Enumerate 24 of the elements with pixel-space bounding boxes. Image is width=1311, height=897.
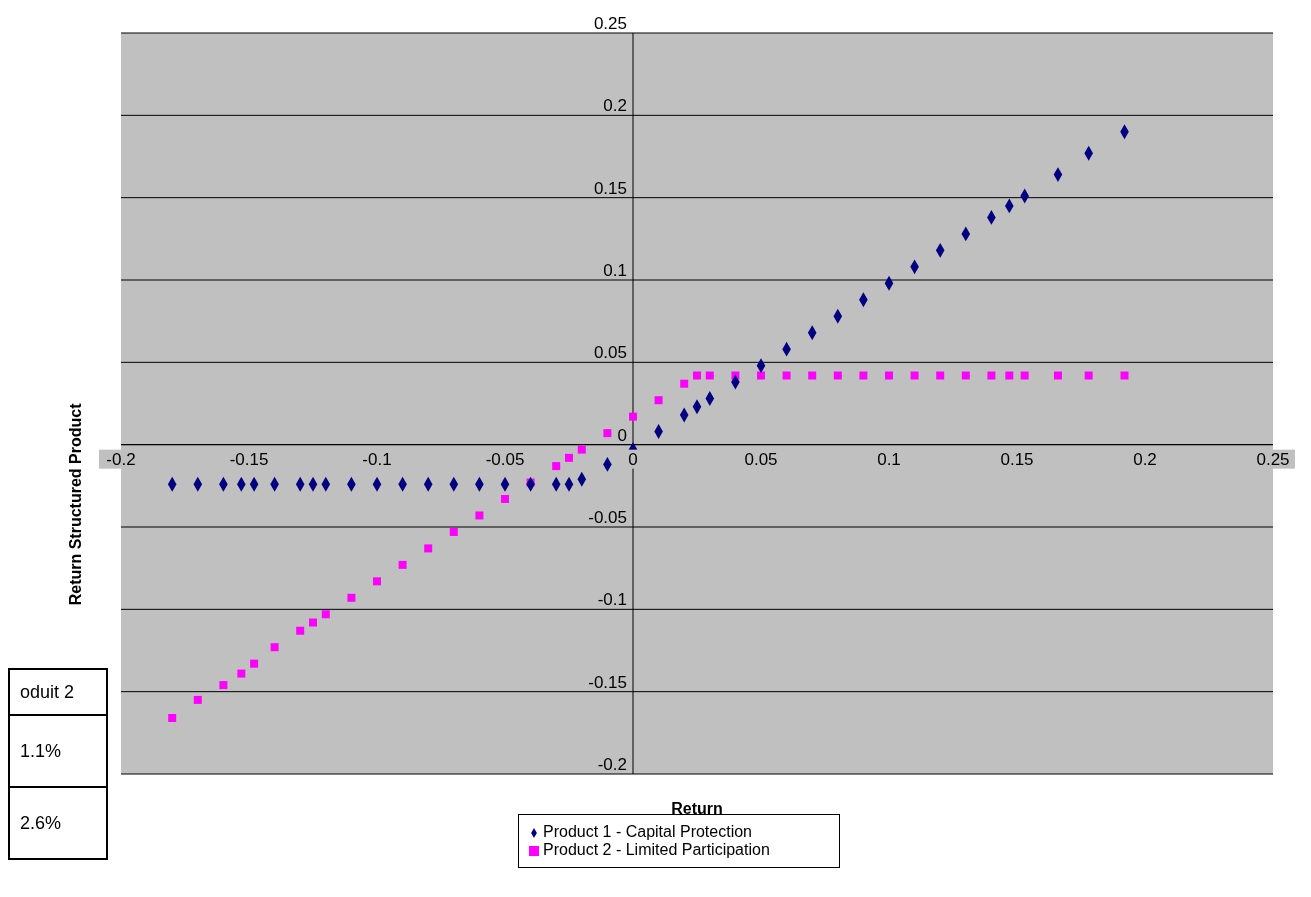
- x-tick-label: -0.05: [485, 449, 525, 469]
- x-tick-label: -0.15: [229, 449, 269, 469]
- y-tick-label: 0.1: [603, 261, 627, 280]
- y-tick-label: 0.25: [593, 14, 627, 33]
- y-tick-label: 0.2: [603, 96, 627, 116]
- x-tick-label: 0.25: [1256, 449, 1290, 469]
- y-tick-label: -0.2: [597, 755, 627, 774]
- x-tick-label: 0.2: [1133, 449, 1157, 469]
- x-tick-label: -0.1: [362, 449, 392, 469]
- y-tick-label: 0.05: [593, 343, 627, 363]
- legend-label: Product 2 - Limited Participation: [543, 841, 770, 858]
- table-fragment: oduit 2 1.1% 2.6%: [8, 668, 108, 860]
- y-tick-label: -0.1: [597, 590, 627, 610]
- x-tick-label: 0.1: [877, 449, 901, 469]
- legend-label: Product 1 - Capital Protection: [543, 823, 752, 840]
- x-tick-label: 0.15: [1000, 449, 1034, 469]
- x-axis-title: Return: [671, 800, 723, 817]
- y-tick-label: -0.05: [588, 508, 627, 527]
- y-tick-label: 0.15: [593, 178, 627, 198]
- y-tick-label: -0.15: [588, 672, 627, 692]
- x-tick-label: 0.05: [744, 449, 778, 469]
- y-axis-title: Return Structured Product: [66, 402, 84, 606]
- y-tick-label: 0: [617, 425, 627, 445]
- x-tick-label: -0.2: [106, 449, 136, 469]
